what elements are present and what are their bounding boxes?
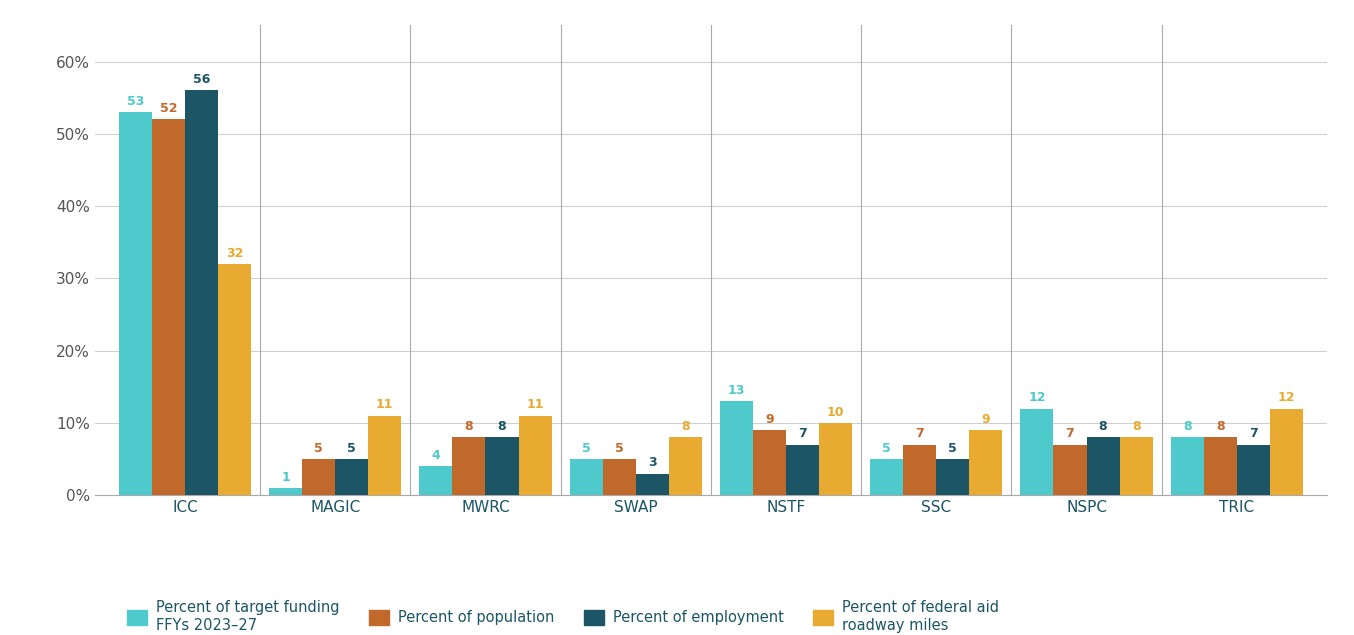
- Text: 11: 11: [527, 398, 544, 411]
- Text: 52: 52: [160, 102, 177, 115]
- Bar: [720, 401, 753, 495]
- Bar: [603, 459, 636, 495]
- Bar: [1236, 444, 1270, 495]
- Text: 5: 5: [348, 442, 356, 455]
- Text: 8: 8: [1098, 420, 1108, 433]
- Bar: [368, 416, 401, 495]
- Text: 8: 8: [1183, 420, 1192, 433]
- Text: 5: 5: [883, 442, 891, 455]
- Bar: [519, 416, 551, 495]
- Text: 8: 8: [498, 420, 506, 433]
- Bar: [636, 474, 669, 495]
- Bar: [1021, 408, 1053, 495]
- Bar: [871, 459, 903, 495]
- Bar: [903, 444, 936, 495]
- Text: 3: 3: [649, 457, 657, 469]
- Bar: [669, 438, 701, 495]
- Text: 4: 4: [432, 449, 440, 462]
- Bar: [1171, 438, 1204, 495]
- Bar: [969, 431, 1002, 495]
- Text: 7: 7: [915, 427, 923, 440]
- Text: 13: 13: [727, 384, 745, 397]
- Text: 5: 5: [582, 442, 590, 455]
- Bar: [119, 112, 152, 495]
- Text: 8: 8: [464, 420, 474, 433]
- Text: 8: 8: [1132, 420, 1140, 433]
- Bar: [420, 466, 452, 495]
- Text: 5: 5: [948, 442, 957, 455]
- Bar: [936, 459, 969, 495]
- Bar: [819, 423, 852, 495]
- Bar: [269, 488, 302, 495]
- Text: 5: 5: [615, 442, 624, 455]
- Bar: [185, 90, 218, 495]
- Text: 8: 8: [681, 420, 689, 433]
- Text: 32: 32: [226, 246, 244, 260]
- Text: 12: 12: [1028, 391, 1045, 404]
- Bar: [753, 431, 785, 495]
- Bar: [570, 459, 603, 495]
- Bar: [486, 438, 519, 495]
- Bar: [1204, 438, 1236, 495]
- Text: 9: 9: [982, 413, 990, 426]
- Bar: [152, 119, 185, 495]
- Text: 7: 7: [798, 427, 807, 440]
- Text: 11: 11: [376, 398, 394, 411]
- Bar: [1120, 438, 1152, 495]
- Bar: [452, 438, 486, 495]
- Text: 10: 10: [827, 406, 845, 418]
- Text: 5: 5: [314, 442, 324, 455]
- Bar: [302, 459, 336, 495]
- Text: 53: 53: [127, 95, 144, 108]
- Bar: [218, 264, 250, 495]
- Text: 12: 12: [1278, 391, 1294, 404]
- Text: 56: 56: [192, 73, 210, 86]
- Legend: Percent of target funding
FFYs 2023–27, Percent of population, Percent of employ: Percent of target funding FFYs 2023–27, …: [122, 594, 1005, 635]
- Text: 9: 9: [765, 413, 773, 426]
- Bar: [1086, 438, 1120, 495]
- Bar: [1053, 444, 1086, 495]
- Text: 7: 7: [1248, 427, 1258, 440]
- Text: 8: 8: [1216, 420, 1224, 433]
- Text: 1: 1: [282, 471, 290, 484]
- Bar: [336, 459, 368, 495]
- Bar: [785, 444, 819, 495]
- Text: 7: 7: [1066, 427, 1074, 440]
- Bar: [1270, 408, 1303, 495]
